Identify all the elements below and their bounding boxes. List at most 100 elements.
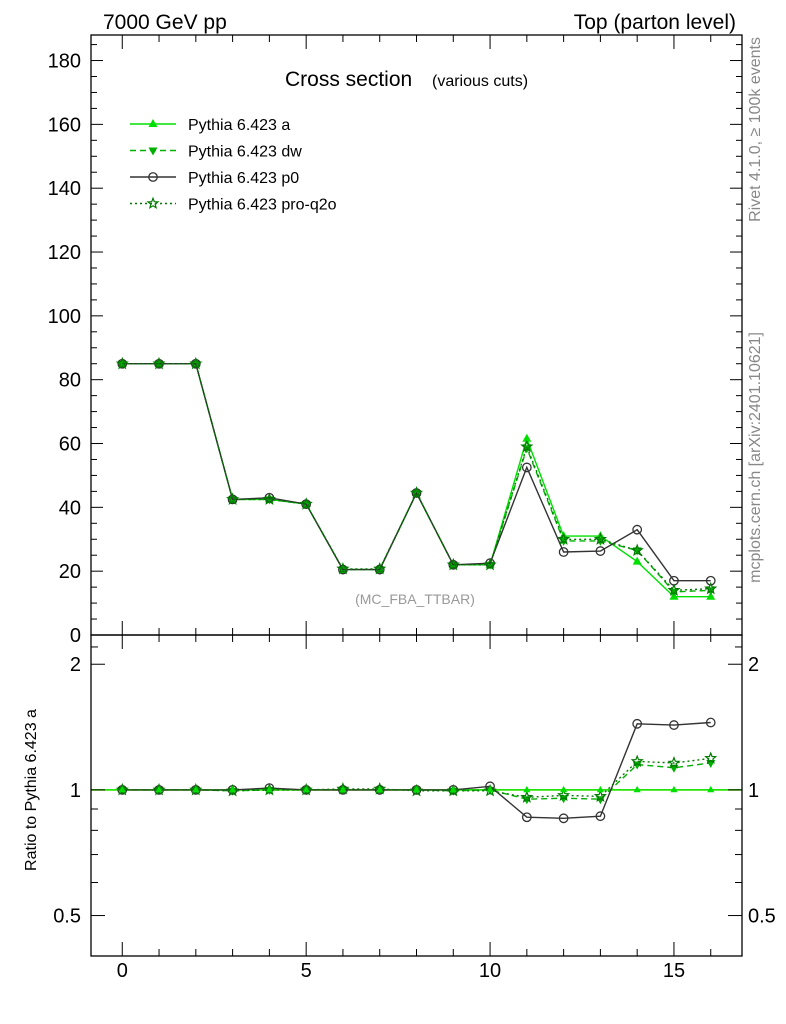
series-2-point: [521, 462, 532, 473]
plot-frames: [90, 34, 743, 957]
series-3-point: [446, 557, 460, 571]
x-tick-label: 10: [479, 960, 501, 982]
ratio-y-tick-label: 2: [70, 654, 81, 676]
ratio-0-point: [596, 785, 604, 793]
ratio-plot-area: 0 5 10 15 0.5 0.5 1 1 2 2: [53, 646, 776, 982]
ratio-0-point: [670, 785, 678, 793]
x-tick-label: 5: [301, 960, 312, 982]
ratio-3-point: [483, 783, 497, 797]
ratio-0-point: [376, 785, 384, 793]
main-series-group: [115, 356, 718, 600]
ratio-3-point: [225, 783, 240, 797]
series-3-point: [593, 532, 607, 545]
ratio-y-tick-label: 1: [70, 780, 81, 802]
series-3-point: [189, 356, 203, 370]
ratio-0-point: [486, 785, 494, 793]
ratio-0-point: [118, 785, 126, 793]
y-tick-label: 100: [48, 306, 81, 328]
ratio-2-point: [521, 812, 532, 823]
y-tick-label: 140: [48, 178, 81, 200]
ratio-0-point: [155, 785, 163, 793]
series-3-point: [262, 492, 276, 505]
series-3-point: [667, 583, 681, 596]
ratio-y-tick-label-right: 0.5: [748, 906, 776, 928]
legend-marker-3: [146, 196, 160, 210]
series-2-point: [558, 547, 569, 557]
series-0-point: [632, 556, 642, 565]
ratio-line-3: [122, 757, 711, 799]
ratio-0-point: [302, 785, 310, 793]
ratio-line-2: [122, 721, 711, 820]
ratio-0-point: [339, 785, 347, 793]
ratio-0-point: [707, 785, 715, 793]
x-tick-label: 15: [663, 960, 685, 982]
series-3-point: [557, 532, 571, 545]
ratio-y-tick-label: 0.5: [53, 906, 81, 928]
series-3-point: [115, 356, 129, 370]
ratio-0-point: [412, 785, 421, 793]
analysis-watermark: (MC_FBA_TTBAR): [355, 591, 475, 607]
series-line-1: [122, 363, 711, 593]
mcplots-label: mcplots.cern.ch [arXiv:2401.10621]: [747, 332, 764, 583]
ratio-series-group: [115, 717, 718, 824]
ratio-0-point: [449, 785, 457, 793]
series-3-point: [299, 497, 313, 510]
legend-label-2: Pythia 6.423 p0: [188, 170, 299, 187]
series-1-point: [448, 561, 458, 570]
chart-subtitle: (various cuts): [432, 73, 528, 90]
ratio-3-point: [409, 783, 424, 797]
series-line-0: [122, 363, 711, 598]
ratio-3-point: [520, 790, 534, 803]
ratio-3-point: [446, 783, 460, 797]
legend: Pythia 6.423 a Pythia 6.423 dw Pythia 6.42…: [130, 117, 337, 214]
series-3-point: [704, 581, 718, 595]
ratio-0-point: [560, 785, 568, 793]
ratio-y-tick-label-right: 1: [748, 780, 759, 802]
series-2-point: [632, 524, 643, 535]
series-1-point: [154, 360, 164, 369]
main-plot-area: 0 20 40 60 80 100 120 140 160 180: [48, 35, 742, 956]
ratio-0-point: [192, 785, 200, 793]
ratio-3-point: [704, 751, 718, 764]
rivet-version-label: Rivet 4.1.0, ≥ 100k events: [747, 37, 764, 222]
ratio-0-point: [523, 785, 531, 793]
header-left-title: 7000 GeV pp: [103, 11, 227, 34]
ratio-3-point: [593, 789, 608, 802]
series-line-2: [122, 363, 711, 582]
ratio-2-point: [632, 718, 643, 729]
legend-marker-0: [148, 119, 158, 127]
y-tick-label: 40: [59, 497, 81, 519]
series-3-point: [483, 557, 497, 571]
legend-marker-2: [148, 172, 158, 182]
ratio-2-point: [669, 720, 679, 730]
ratio-2-point: [558, 813, 569, 824]
series-2-point: [595, 546, 606, 556]
series-3-point: [336, 562, 350, 575]
series-3-point: [409, 485, 424, 499]
ratio-3-point: [556, 788, 571, 802]
ratio-3-point: [667, 756, 681, 769]
x-tick-label: 0: [117, 960, 128, 982]
y-tick-label: 20: [59, 561, 81, 583]
y-tick-label: 160: [48, 114, 81, 136]
series-3-point: [152, 356, 166, 370]
y-tick-label: 120: [48, 242, 81, 264]
ratio-y-tick-label-right: 2: [748, 654, 759, 676]
y-tick-label: 0: [70, 625, 81, 647]
ratio-2-point: [595, 811, 606, 822]
series-0-point: [522, 433, 532, 442]
ratio-axis-label: Ratio to Pythia 6.423 a: [23, 709, 40, 871]
ratio-0-point: [265, 785, 273, 793]
ratio-0-point: [633, 785, 641, 793]
series-3-point: [226, 492, 240, 505]
legend-label-0: Pythia 6.423 a: [188, 117, 290, 134]
ratio-2-point: [705, 717, 716, 728]
legend-marker-1: [148, 147, 158, 156]
ratio-2-point: [338, 784, 348, 795]
series-1-point: [632, 547, 642, 556]
y-tick-label: 180: [48, 51, 81, 73]
y-tick-label: 80: [59, 370, 81, 392]
y-tick-label: 60: [59, 434, 81, 456]
series-1-point: [117, 360, 127, 369]
series-0-point: [706, 591, 716, 600]
